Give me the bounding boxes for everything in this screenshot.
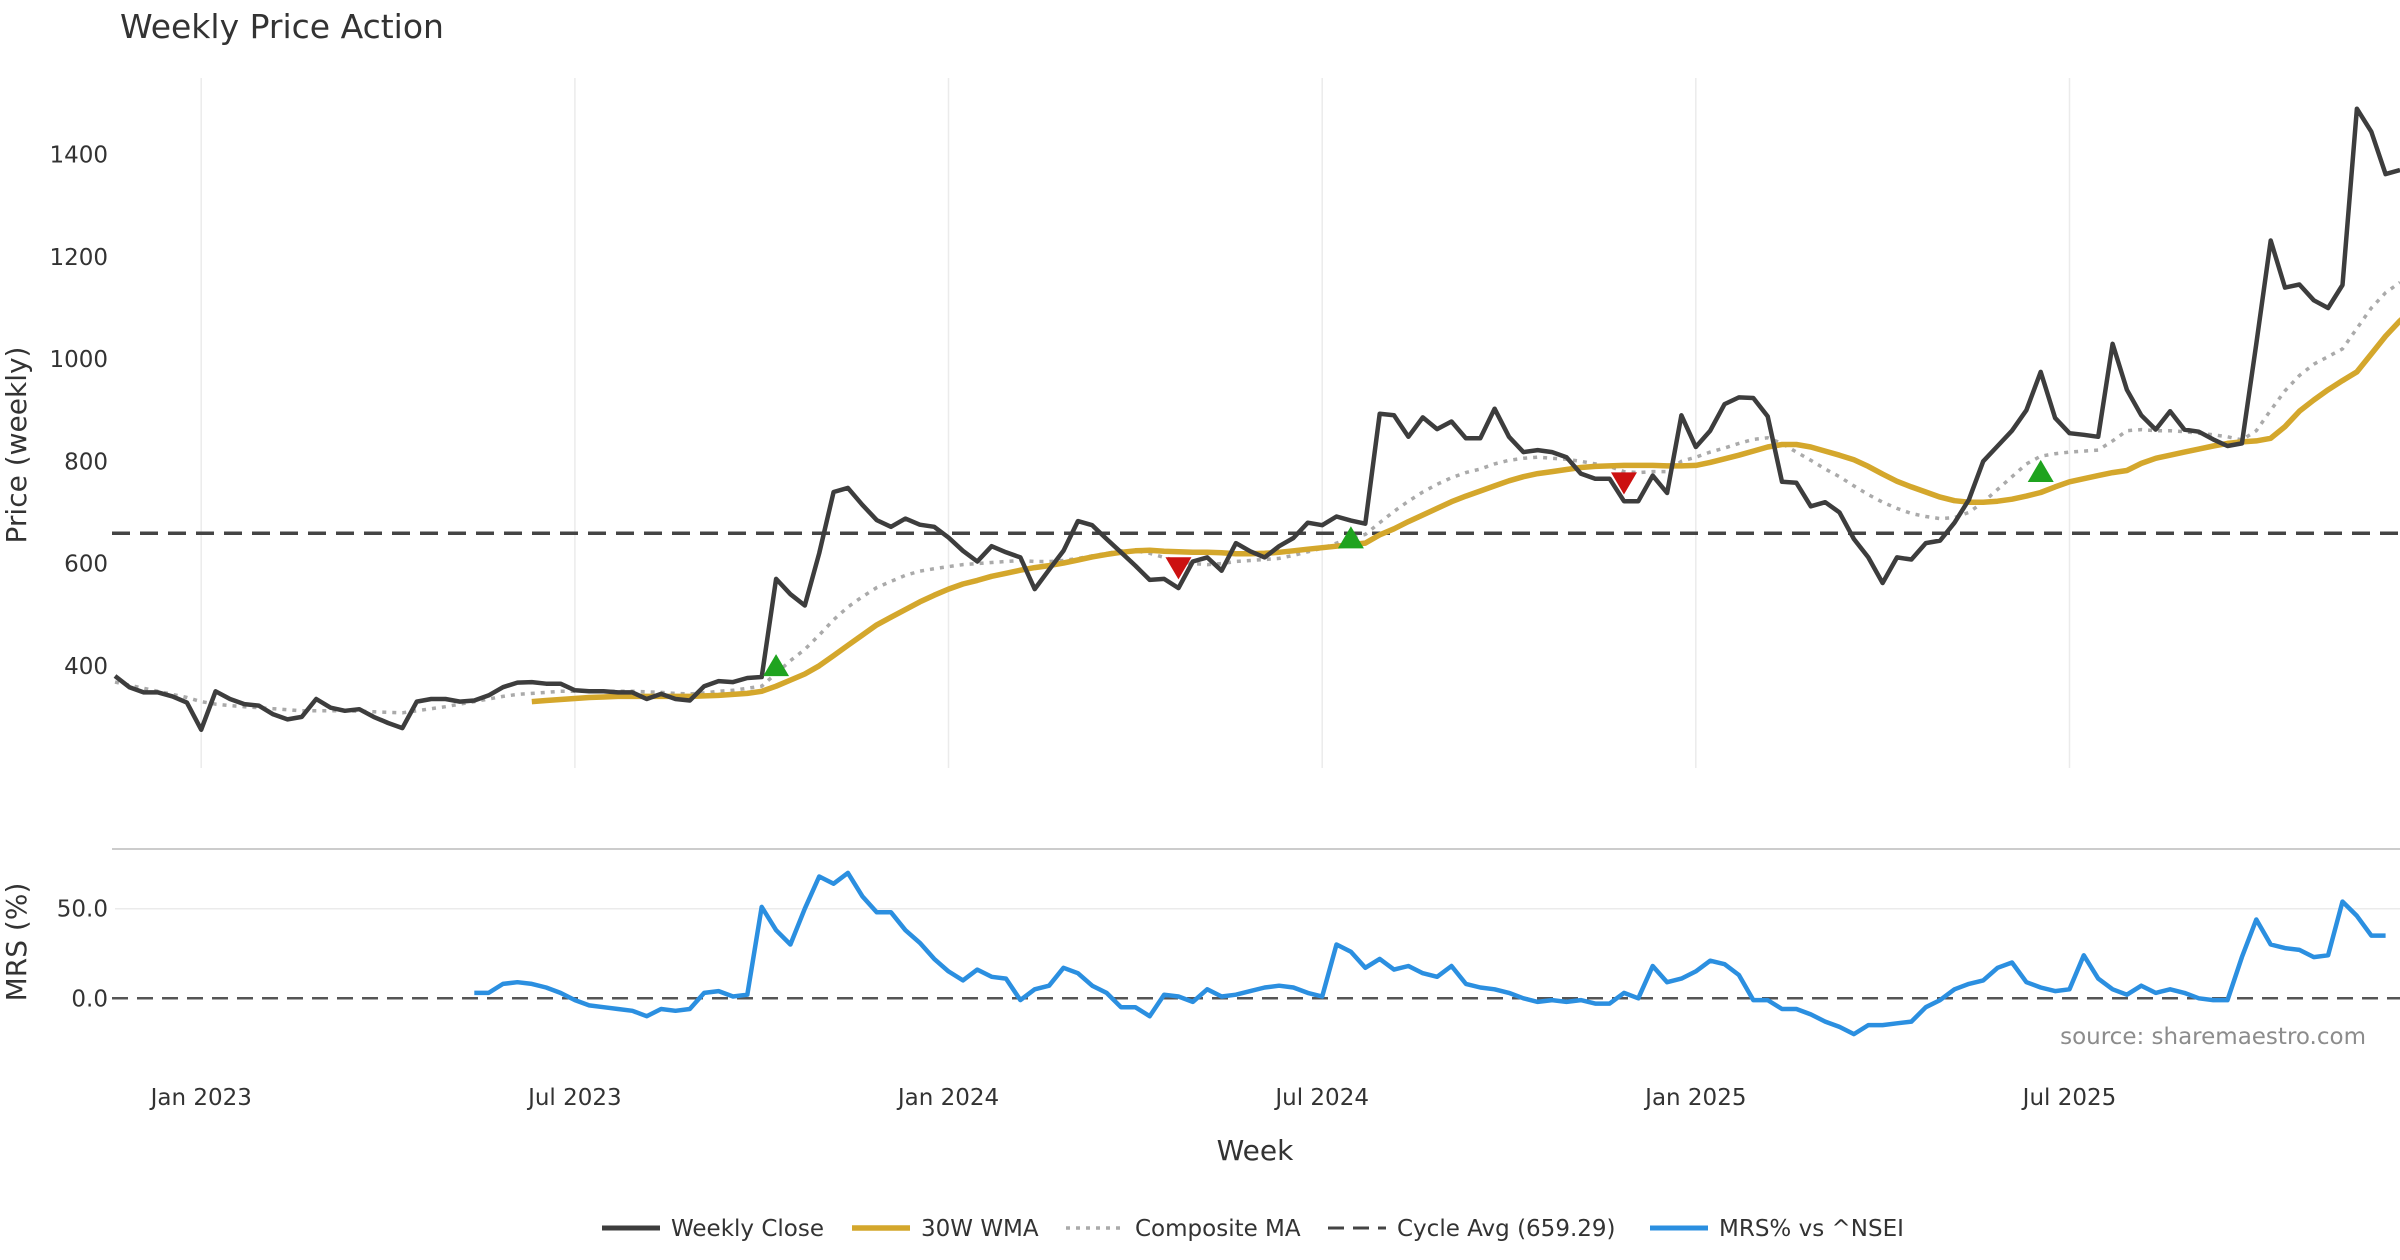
- price-y-tick-label: 400: [64, 654, 108, 680]
- x-tick-label: Jul 2025: [2021, 1085, 2117, 1111]
- weekly-close-line: [113, 106, 2400, 732]
- mrs-line: [474, 870, 2386, 1037]
- legend-label: Composite MA: [1135, 1216, 1301, 1242]
- wma30-line: [531, 317, 2400, 705]
- buy-signal-marker: [763, 654, 790, 677]
- price-y-tick-label: 600: [64, 552, 108, 578]
- mrs-y-tick-label: 50.0: [57, 897, 108, 923]
- legend-label: 30W WMA: [921, 1216, 1039, 1242]
- legend: Weekly Close 30W WMA Composite MA Cycle Avg…: [602, 1216, 1904, 1242]
- sell-signal-marker: [1610, 472, 1637, 495]
- buy-signal-marker: [1337, 526, 1364, 549]
- legend-label: Cycle Avg (659.29): [1397, 1216, 1616, 1242]
- price-y-tick-label: 1400: [49, 143, 108, 169]
- signal-markers: [763, 459, 2054, 677]
- price-y-tick-label: 1200: [49, 245, 108, 271]
- x-tick-label: Jan 2025: [1643, 1085, 1746, 1111]
- x-axis-ticks: Jan 2023 Jul 2023 Jan 2024 Jul 2024 Jan 2025…: [149, 1085, 2117, 1111]
- x-tick-label: Jul 2024: [1273, 1085, 1369, 1111]
- buy-signal-marker: [2027, 459, 2054, 482]
- price-grid: [200, 78, 2071, 768]
- x-axis-label: Week: [1217, 1134, 1294, 1167]
- source-attribution: source: sharemaestro.com: [2060, 1024, 2366, 1050]
- mrs-series-layer: [112, 870, 2400, 1037]
- x-tick-label: Jan 2024: [896, 1085, 999, 1111]
- mrs-y-tick-label: 0.0: [71, 986, 108, 1012]
- price-series-layer: [112, 106, 2400, 732]
- legend-label: Weekly Close: [671, 1216, 824, 1242]
- legend-label: MRS% vs ^NSEI: [1719, 1216, 1904, 1242]
- price-y-ticks: 400 600 800 1000 1200 1400: [49, 143, 108, 680]
- price-y-tick-label: 1000: [49, 347, 108, 373]
- x-tick-label: Jan 2023: [149, 1085, 252, 1111]
- x-tick-label: Jul 2023: [526, 1085, 622, 1111]
- price-y-axis-label: Price (weekly): [0, 347, 33, 544]
- price-y-tick-label: 800: [64, 449, 108, 475]
- sell-signal-marker: [1165, 557, 1192, 580]
- mrs-y-axis-label: MRS (%): [0, 883, 33, 1002]
- composite-ma-line: [114, 280, 2400, 715]
- chart-title: Weekly Price Action: [120, 7, 444, 46]
- mrs-y-ticks: 0.0 50.0: [57, 897, 108, 1013]
